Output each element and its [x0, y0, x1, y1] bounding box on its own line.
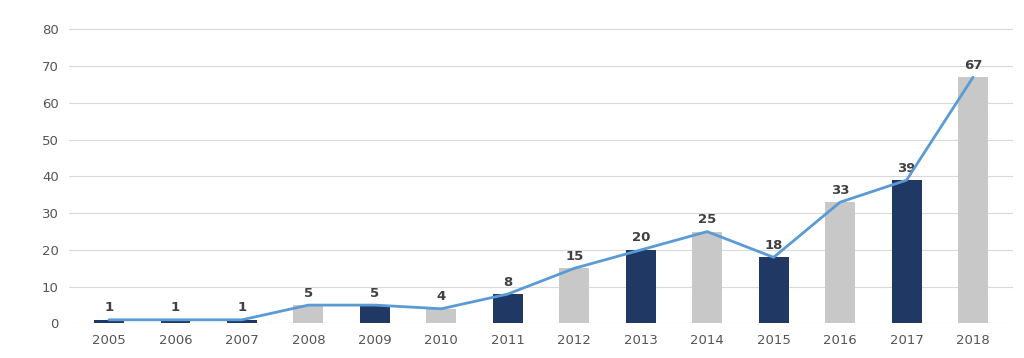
Bar	[294, 305, 324, 324]
Bar	[958, 77, 988, 324]
Text: 15: 15	[565, 250, 584, 263]
Text: 1: 1	[171, 301, 180, 314]
Bar	[626, 250, 655, 324]
Bar	[161, 320, 190, 324]
Text: 8: 8	[503, 276, 512, 289]
Bar	[692, 232, 722, 324]
Text: 25: 25	[698, 213, 716, 226]
Bar	[94, 320, 124, 324]
Bar	[759, 257, 788, 324]
Text: 1: 1	[238, 301, 247, 314]
Text: 39: 39	[897, 162, 915, 175]
Bar	[227, 320, 257, 324]
Text: 4: 4	[436, 290, 445, 303]
Bar	[493, 294, 522, 324]
Bar	[825, 202, 855, 324]
Bar	[426, 309, 457, 324]
Text: 5: 5	[304, 287, 313, 300]
Text: 18: 18	[765, 239, 782, 252]
Text: 67: 67	[964, 59, 982, 72]
Text: 33: 33	[830, 184, 849, 197]
Bar	[559, 268, 589, 324]
Text: 20: 20	[632, 232, 650, 245]
Text: 1: 1	[104, 301, 114, 314]
Bar	[359, 305, 390, 324]
Text: 5: 5	[371, 287, 380, 300]
Bar	[892, 180, 922, 324]
